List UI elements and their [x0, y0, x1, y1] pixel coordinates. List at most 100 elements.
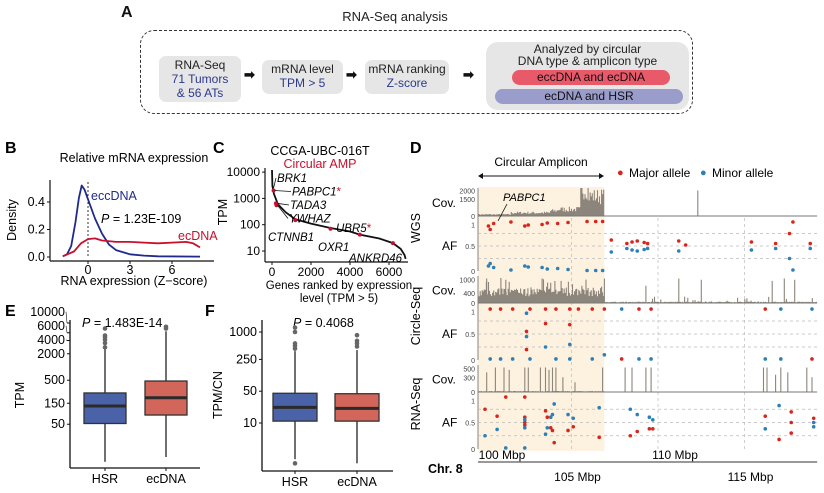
gene-label-pabpc1: PABPC1	[503, 192, 546, 204]
minor-allele-point	[545, 267, 550, 271]
minor-allele-point	[590, 357, 595, 361]
minor-allele-point	[495, 427, 499, 432]
major-allele-point	[491, 221, 496, 226]
major-allele-point	[600, 219, 605, 224]
major-allele-point	[540, 222, 544, 227]
y-tick-label: 10	[243, 416, 257, 430]
minor-allele-point	[555, 266, 560, 271]
position-label: 110 Mbp	[652, 448, 698, 462]
position-label: 105 Mbp	[554, 470, 601, 484]
gene-leader-line	[497, 203, 508, 222]
step-rna-seq-tumors: 71 Tumors	[171, 72, 229, 86]
major-allele-point	[522, 423, 527, 427]
minor-allele-point	[597, 405, 601, 410]
minor-allele-point	[524, 311, 529, 316]
minor-allele-point	[630, 248, 634, 252]
legend-major-allele: Major allele	[629, 166, 691, 180]
af-tick-label: 0.5	[465, 244, 475, 251]
rank-subtitle: Circular AMP	[284, 157, 357, 171]
minor-allele-point	[791, 268, 795, 272]
major-allele-point	[593, 219, 598, 224]
af-tick-label: 0	[471, 447, 475, 454]
circular-amplicon-label: Circular Amplicon	[494, 155, 587, 169]
cov-label: Cov.	[432, 284, 456, 298]
major-allele-point	[524, 329, 529, 334]
major-allele-point	[602, 307, 607, 311]
minor-allele-point	[522, 264, 527, 268]
gene-marker	[274, 203, 279, 208]
minor-allele-point	[763, 427, 768, 431]
minor-allele-point	[628, 407, 633, 412]
y-tick-leader	[65, 325, 68, 333]
gene-label-pabpc1: PABPC1*	[292, 187, 342, 199]
x-tick-label: 2000	[298, 265, 325, 279]
p-value: = 0.4068	[301, 316, 354, 330]
bar-eccdna-ecdna: eccDNA and ecDNA	[512, 70, 670, 85]
major-allele-point	[635, 239, 640, 243]
major-allele-point	[571, 424, 576, 429]
cov-tick-label: 2000	[459, 189, 475, 196]
minor-allele-point	[602, 353, 607, 357]
track-label-circle-seq: Circle-Seq	[409, 287, 423, 345]
major-allele-point	[554, 307, 558, 311]
major-allele-point	[555, 221, 560, 226]
minor-allele-point	[540, 265, 544, 270]
major-allele-point	[545, 415, 550, 420]
major-allele-point	[787, 231, 792, 236]
gene-label-tada3: TADA3	[290, 200, 327, 212]
panel-label-d: D	[410, 140, 422, 157]
major-allele-point	[495, 414, 499, 418]
gene-label-ctnnb1: CTNNB1	[268, 232, 314, 244]
major-allele-point	[676, 239, 681, 243]
step-mrna-ranking: mRNA ranking Z-score	[365, 60, 449, 94]
major-allele-point	[585, 219, 589, 224]
minor-allele-point	[548, 415, 553, 420]
y-tick-label: 500	[44, 373, 65, 387]
major-allele-point	[789, 410, 794, 414]
major-allele-point	[810, 357, 814, 361]
outlier-point	[163, 324, 169, 330]
gene-label-ywhaz: YWHAZ	[289, 214, 332, 226]
gene-label-ubr5: UBR5*	[336, 223, 372, 235]
minor-allele-point	[808, 246, 813, 251]
x-tick-label: HSR	[282, 475, 308, 489]
step-analyzed-line1: Analyzed by circular	[533, 42, 642, 56]
cov-tick-label: 0	[471, 301, 475, 308]
minor-allele-point	[522, 446, 527, 450]
x-tick-label: ecDNA	[337, 475, 377, 489]
minor-allele-point	[554, 357, 558, 361]
step-mrna-ranking-sub: Z-score	[386, 76, 428, 90]
major-allele-point	[649, 307, 653, 311]
major-allele-point	[773, 241, 778, 246]
y-tick-label: 2000	[37, 347, 65, 361]
panel-label-f: F	[205, 303, 215, 320]
step-mrna-level: mRNA level TPM > 5	[262, 60, 343, 94]
major-allele-point	[498, 307, 503, 311]
minor-allele-point	[566, 267, 570, 272]
major-allele-point	[522, 224, 527, 228]
minor-allele-point	[571, 416, 576, 421]
gene-leader-line	[276, 202, 290, 206]
arrow-icon: ➡	[463, 67, 474, 82]
panel-label-c: C	[213, 140, 225, 157]
gene-marker	[293, 218, 298, 223]
step-mrna-ranking-title: mRNA ranking	[368, 62, 446, 76]
minor-allele-point	[625, 246, 629, 251]
major-allele-point	[524, 347, 529, 352]
step-rna-seq-title: RNA-Seq	[174, 58, 226, 72]
box-f-ylabel: TPM/CN	[211, 371, 225, 419]
minor-allele-point	[545, 426, 550, 430]
step-analyzed-line2: DNA type & amplicon type	[517, 54, 658, 68]
major-allele-point	[543, 409, 548, 413]
minor-allele-point	[543, 432, 548, 436]
density-xlabel: RNA expression (Z−score)	[61, 274, 208, 288]
af-tick-label: 0.5	[465, 332, 475, 339]
circular-star: *	[367, 223, 372, 235]
density-title: Relative mRNA expression	[60, 151, 209, 165]
y-tick-label: 10000	[227, 165, 261, 179]
minor-allele-point	[483, 433, 487, 438]
minor-allele-point	[567, 342, 572, 347]
minor-allele-point	[498, 357, 503, 361]
step-mrna-level-sub: TPM > 5	[279, 76, 326, 90]
